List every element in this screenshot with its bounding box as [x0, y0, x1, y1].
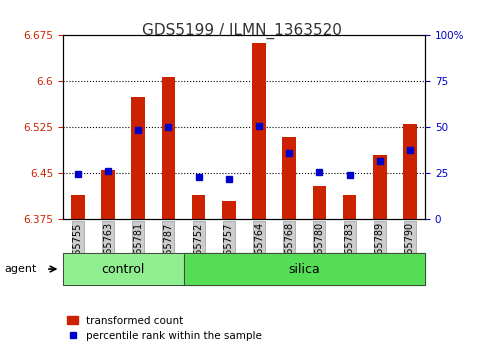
Bar	[252, 43, 266, 219]
Text: GDS5199 / ILMN_1363520: GDS5199 / ILMN_1363520	[142, 23, 341, 39]
Bar	[222, 201, 236, 219]
Bar	[403, 124, 417, 219]
Legend: transformed count, percentile rank within the sample: transformed count, percentile rank withi…	[63, 312, 266, 345]
Bar	[283, 137, 296, 219]
Bar	[131, 97, 145, 219]
Bar	[162, 76, 175, 219]
Text: silica: silica	[288, 263, 320, 275]
Bar	[343, 195, 356, 219]
Bar	[373, 155, 386, 219]
Text: control: control	[101, 263, 145, 275]
Bar	[101, 170, 115, 219]
Text: agent: agent	[5, 264, 37, 274]
Bar	[192, 195, 205, 219]
Bar	[313, 186, 326, 219]
Bar	[71, 195, 85, 219]
